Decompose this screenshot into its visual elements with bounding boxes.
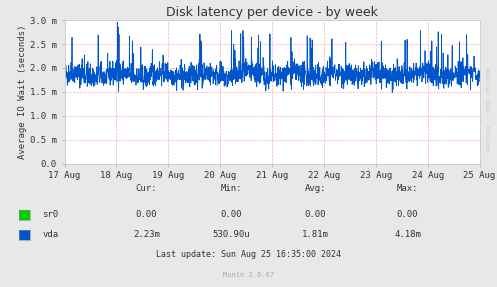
Title: Disk latency per device - by week: Disk latency per device - by week bbox=[166, 6, 378, 19]
Text: 0.00: 0.00 bbox=[136, 210, 158, 219]
Text: Min:: Min: bbox=[220, 184, 242, 193]
Text: Munin 2.0.67: Munin 2.0.67 bbox=[223, 272, 274, 278]
Text: 2.23m: 2.23m bbox=[133, 230, 160, 239]
Text: sr0: sr0 bbox=[42, 210, 58, 219]
Text: 1.81m: 1.81m bbox=[302, 230, 329, 239]
Text: vda: vda bbox=[42, 230, 58, 239]
Text: 4.18m: 4.18m bbox=[394, 230, 421, 239]
Text: 0.00: 0.00 bbox=[220, 210, 242, 219]
Text: Cur:: Cur: bbox=[136, 184, 158, 193]
Y-axis label: Average IO Wait (seconds): Average IO Wait (seconds) bbox=[18, 25, 27, 159]
Text: Avg:: Avg: bbox=[305, 184, 327, 193]
Text: 530.90u: 530.90u bbox=[212, 230, 250, 239]
Text: Max:: Max: bbox=[397, 184, 418, 193]
Text: 0.00: 0.00 bbox=[305, 210, 327, 219]
Text: RRDTOOL / TOBI OETIKER: RRDTOOL / TOBI OETIKER bbox=[486, 68, 491, 150]
Text: 0.00: 0.00 bbox=[397, 210, 418, 219]
Text: Last update: Sun Aug 25 16:35:00 2024: Last update: Sun Aug 25 16:35:00 2024 bbox=[156, 250, 341, 259]
